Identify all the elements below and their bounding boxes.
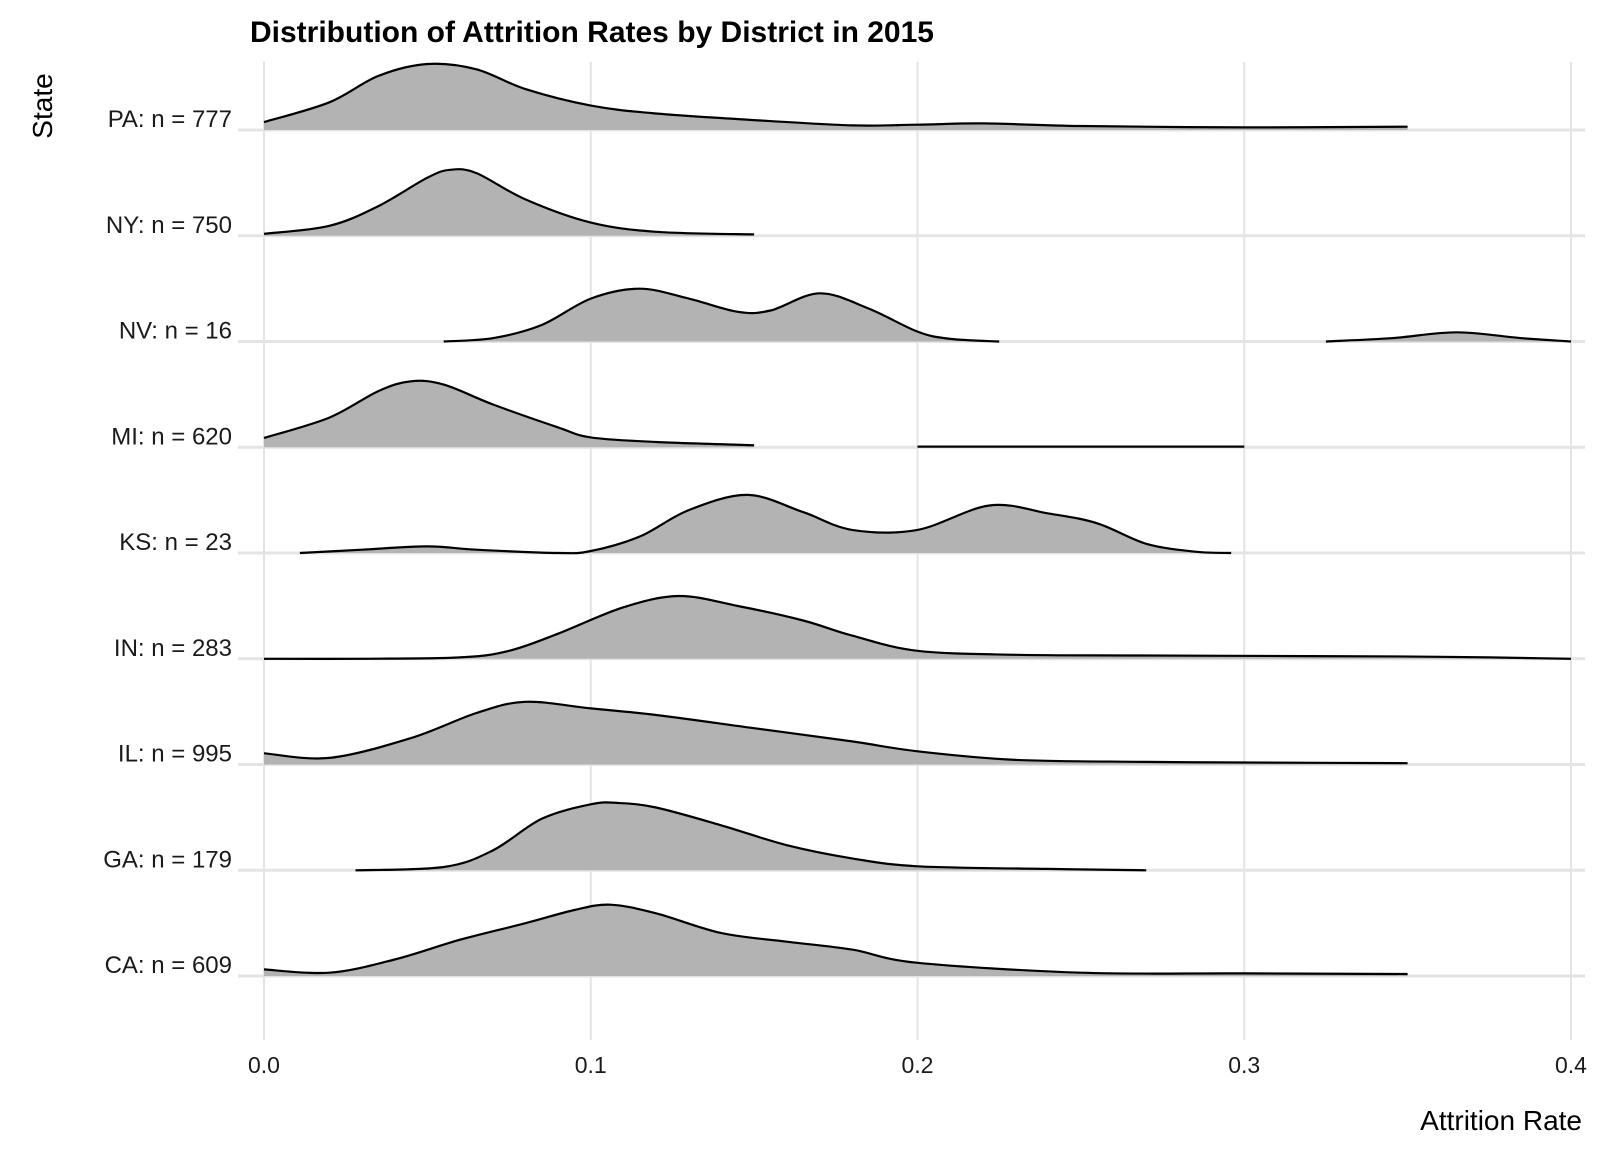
ridge-area	[264, 380, 755, 448]
state-label: NY: n = 750	[106, 212, 232, 239]
x-tick-label: 0.0	[248, 1052, 280, 1078]
ridge-line	[355, 801, 1147, 872]
state-labels: PA: n = 777 NY: n = 750 NV: n = 16 MI: n = …	[103, 106, 232, 979]
ridge-line	[263, 700, 1408, 765]
ridge-area	[264, 701, 1408, 765]
ridge-line	[263, 594, 1572, 660]
ridges	[263, 62, 1572, 976]
chart-title: Distribution of Attrition Rates by Distr…	[250, 16, 934, 49]
x-axis-ticks: 0.0 0.1 0.2 0.3 0.4	[248, 1052, 1587, 1078]
x-axis-title: Attrition Rate	[1420, 1105, 1582, 1136]
x-tick-label: 0.4	[1555, 1052, 1587, 1078]
ridge-area	[264, 595, 1571, 659]
ridge-line	[299, 493, 1232, 555]
ridge-area	[355, 802, 1147, 871]
ridge-line	[263, 62, 1408, 129]
ridge-area	[264, 63, 1408, 130]
state-label: KS: n = 23	[119, 529, 232, 556]
y-axis-title: State	[27, 73, 58, 138]
state-label: NV: n = 16	[119, 318, 232, 345]
ridge-area	[264, 169, 755, 236]
state-label: MI: n = 620	[111, 423, 232, 450]
state-label: IL: n = 995	[118, 741, 232, 768]
x-tick-label: 0.2	[902, 1052, 934, 1078]
state-label: CA: n = 609	[105, 952, 232, 979]
ridge-area	[443, 288, 1000, 342]
ridge-area	[299, 494, 1232, 554]
ridge-line	[443, 287, 1000, 343]
state-label: IN: n = 283	[114, 635, 232, 662]
ridge-line	[263, 168, 755, 236]
x-tick-label: 0.3	[1228, 1052, 1260, 1078]
x-tick-label: 0.1	[575, 1052, 607, 1078]
ridge-area	[264, 904, 1408, 976]
state-label: PA: n = 777	[108, 106, 232, 133]
state-label: GA: n = 179	[103, 846, 232, 873]
ridge-line	[263, 903, 1408, 976]
ridge-line	[263, 379, 755, 447]
ridge-line	[1325, 331, 1572, 343]
